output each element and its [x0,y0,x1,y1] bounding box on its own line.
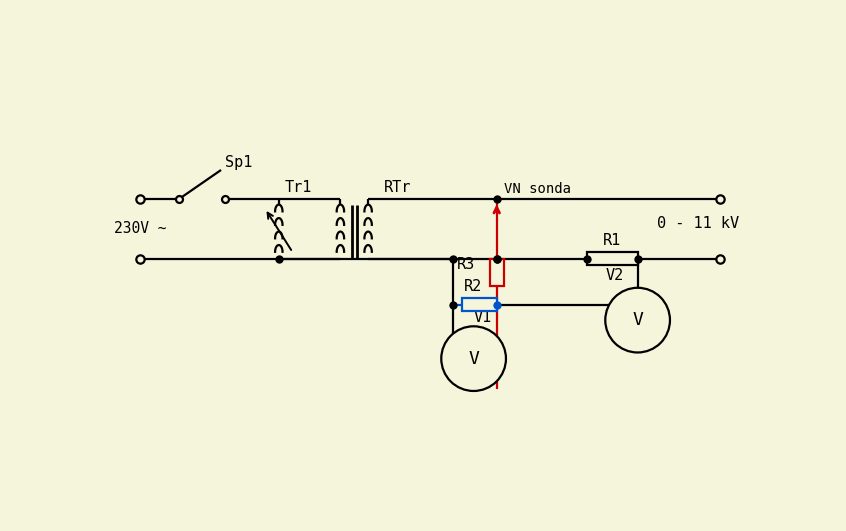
Text: R1: R1 [603,233,621,247]
Bar [462,298,497,311]
Text: V: V [632,311,643,329]
Text: 230V ~: 230V ~ [114,221,167,236]
Text: V: V [468,349,479,367]
Bar [490,259,503,286]
Text: RTr: RTr [383,179,411,194]
Circle shape [442,326,506,391]
Text: 0 - 11 kV: 0 - 11 kV [656,217,739,232]
Text: Tr1: Tr1 [285,179,312,194]
Circle shape [605,288,670,353]
Text: V1: V1 [474,310,492,324]
Text: VN sonda: VN sonda [504,182,571,196]
Text: Sp1: Sp1 [225,155,252,170]
Text: V2: V2 [605,268,624,283]
Text: R2: R2 [464,279,482,294]
Bar [587,252,638,265]
Text: R3: R3 [457,258,475,272]
